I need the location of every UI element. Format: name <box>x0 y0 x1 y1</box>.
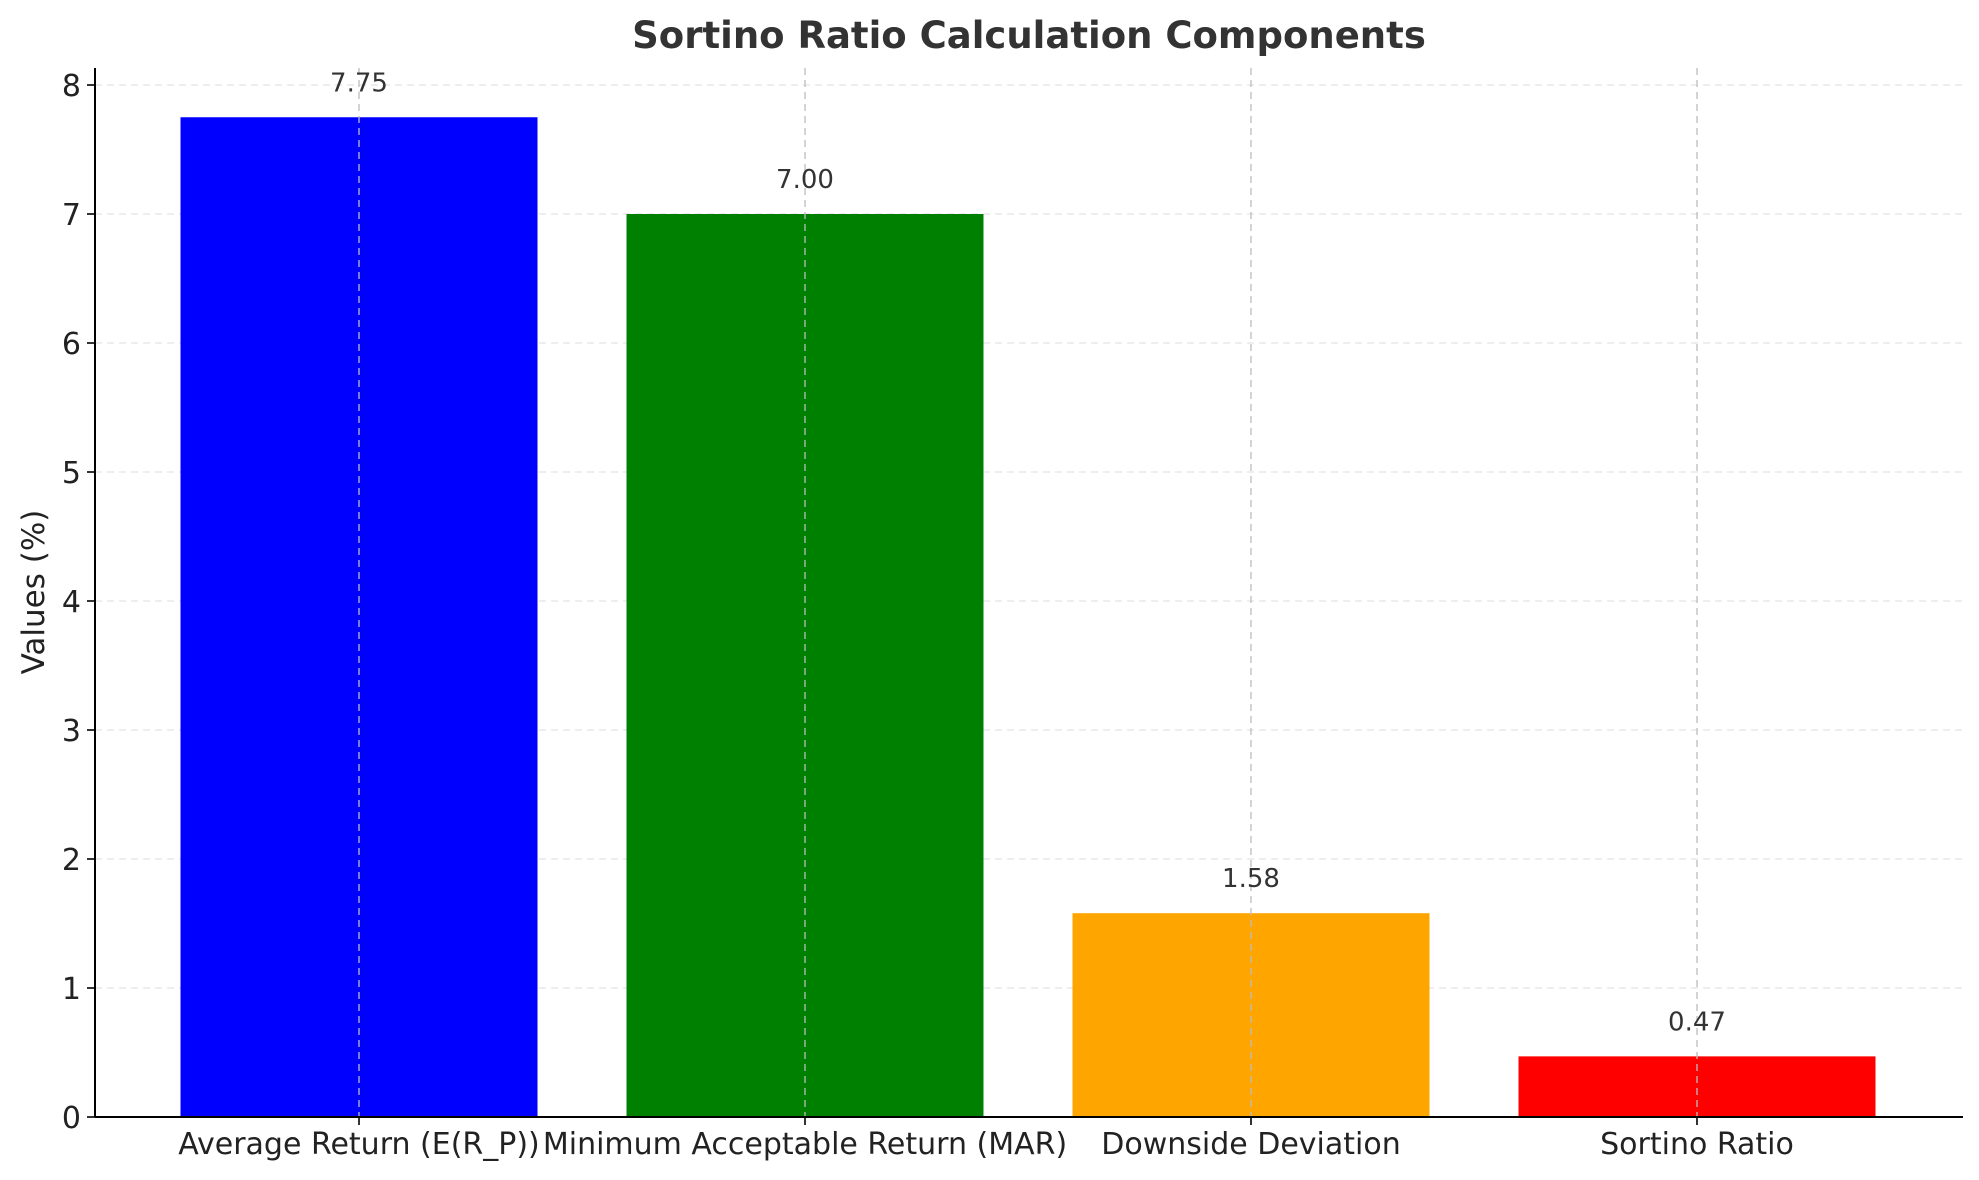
bars <box>180 117 1876 1117</box>
data-label: 7.00 <box>776 165 834 195</box>
y-tick-label: 1 <box>62 972 81 1007</box>
x-tick-label: Minimum Acceptable Return (MAR) <box>543 1127 1067 1162</box>
y-tick-label: 4 <box>62 585 81 620</box>
x-tick-label: Sortino Ratio <box>1600 1127 1794 1162</box>
y-tick-label: 8 <box>62 69 81 104</box>
y-ticks: 0 1 2 3 4 5 6 7 8 <box>62 69 95 1136</box>
x-ticks: Average Return (E(R_P)) Minimum Acceptabl… <box>178 1117 1794 1162</box>
bar <box>1072 913 1430 1117</box>
y-tick-label: 6 <box>62 327 81 362</box>
bar <box>626 214 984 1117</box>
data-label: 1.58 <box>1222 864 1280 894</box>
y-tick-label: 2 <box>62 843 81 878</box>
y-axis-label: Values (%) <box>16 510 52 675</box>
axes <box>94 68 1963 1118</box>
value-labels: 7.75 7.00 1.58 0.47 <box>330 68 1726 1037</box>
y-tick-label: 3 <box>62 714 81 749</box>
data-label: 7.75 <box>330 68 388 98</box>
y-tick-label: 5 <box>62 456 81 491</box>
y-tick-label: 0 <box>62 1101 81 1136</box>
data-label: 0.47 <box>1668 1007 1726 1037</box>
y-tick-label: 7 <box>62 198 81 233</box>
x-tick-label: Average Return (E(R_P)) <box>178 1127 540 1162</box>
x-tick-label: Downside Deviation <box>1101 1127 1401 1162</box>
vertical-grid <box>358 68 1698 1117</box>
bar <box>180 117 538 1117</box>
chart-title: Sortino Ratio Calculation Components <box>632 14 1426 57</box>
